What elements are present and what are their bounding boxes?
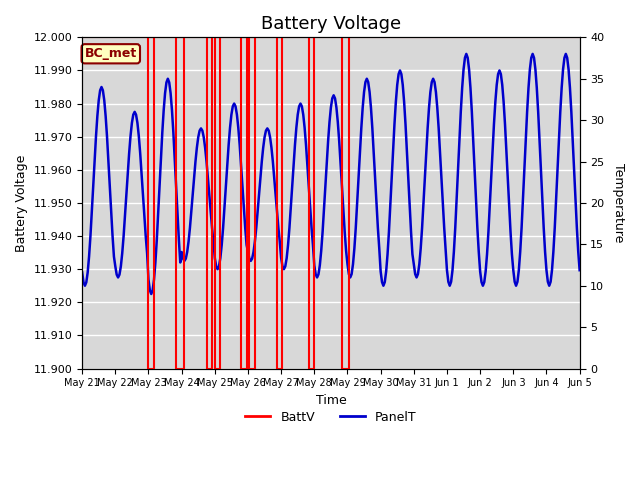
Title: Battery Voltage: Battery Voltage [261,15,401,33]
Bar [215,37,220,369]
Y-axis label: Temperature: Temperature [612,163,625,242]
Bar [250,37,255,369]
Bar [308,37,314,369]
Legend: BattV, PanelT: BattV, PanelT [240,406,422,429]
Bar [277,37,282,369]
Bar [207,37,212,369]
Y-axis label: Battery Voltage: Battery Voltage [15,154,28,252]
Bar [148,37,154,369]
Bar [176,37,184,369]
Text: BC_met: BC_met [84,47,137,60]
X-axis label: Time: Time [316,394,346,407]
Bar [241,37,246,369]
Bar [342,37,349,369]
